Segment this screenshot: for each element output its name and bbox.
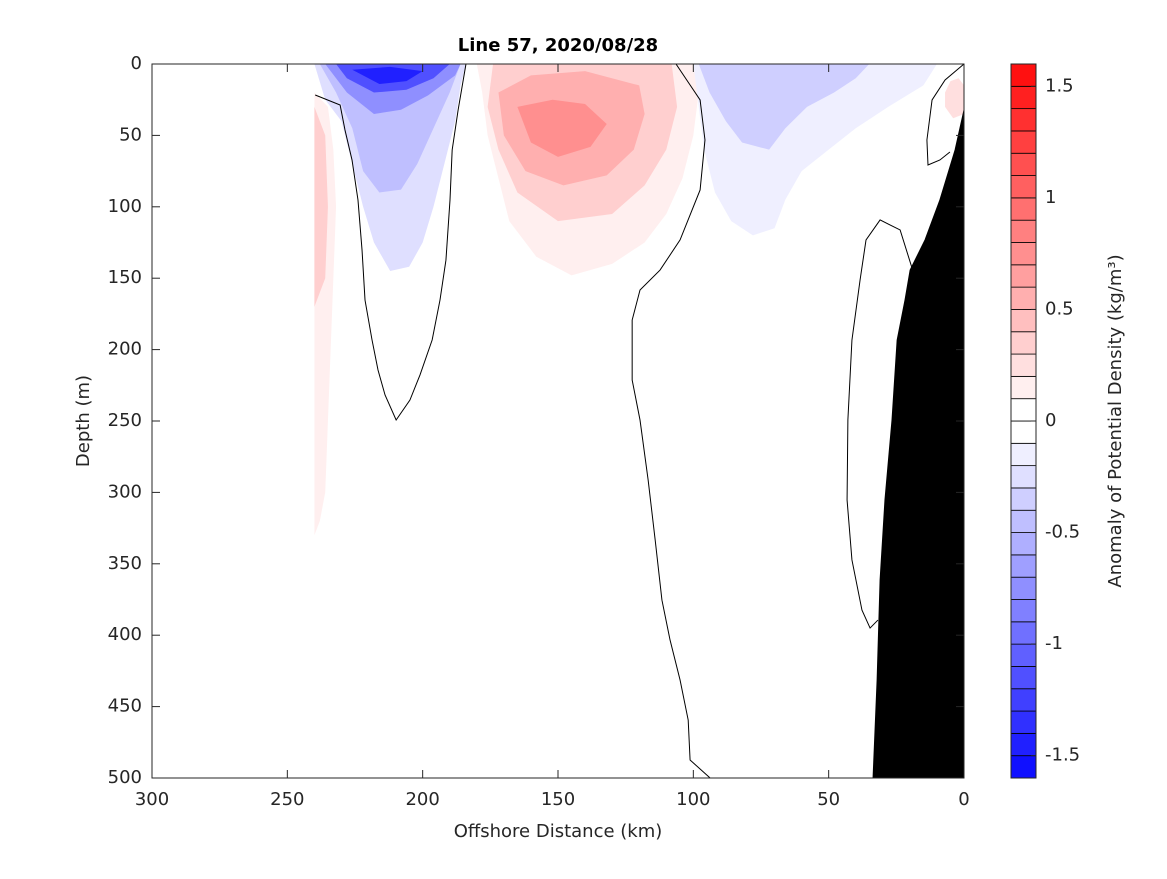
colorbar-band — [1010, 487, 1037, 511]
y-axis-label: Depth (m) — [73, 375, 94, 467]
colorbar-band — [1010, 152, 1037, 176]
colorbar-tick-label: -0.5 — [1045, 522, 1080, 543]
colorbar-band — [1010, 666, 1037, 690]
colorbar-band — [1010, 465, 1037, 489]
colorbar-label: Anomaly of Potential Density (kg/m³) — [1105, 254, 1126, 587]
colorbar-band — [1010, 309, 1037, 333]
colorbar-tick-label: -1 — [1045, 633, 1063, 654]
colorbar-band — [1010, 286, 1037, 310]
y-tick-label: 250 — [108, 410, 142, 431]
colorbar-band — [1010, 331, 1037, 355]
x-tick-label: 300 — [135, 789, 169, 810]
y-tick-label: 500 — [108, 767, 142, 788]
colorbar-band — [1010, 264, 1037, 288]
x-axis-label: Offshore Distance (km) — [454, 821, 663, 842]
colorbar-tick-label: 1.5 — [1045, 75, 1074, 96]
colorbar-band — [1010, 532, 1037, 556]
y-tick-label: 200 — [108, 339, 142, 360]
colorbar-tick-label: 1 — [1045, 187, 1056, 208]
colorbar-band — [1010, 420, 1037, 444]
y-tick-label: 300 — [108, 481, 142, 502]
y-tick-label: 400 — [108, 624, 142, 645]
y-tick-label: 50 — [119, 124, 142, 145]
contour-region — [698, 64, 870, 150]
y-tick-label: 0 — [131, 53, 142, 74]
colorbar-band — [1010, 732, 1037, 757]
colorbar-tick-label: -1.5 — [1045, 745, 1080, 766]
contour-line — [631, 64, 711, 778]
y-tick-label: 100 — [108, 196, 142, 217]
colorbar-band — [1010, 108, 1037, 132]
colorbar-band — [1010, 242, 1037, 266]
x-tick-label: 200 — [405, 789, 439, 810]
axes: 300 250 200 150 100 50 00501001502002503003504… — [108, 53, 1080, 810]
contour-region — [314, 106, 328, 307]
colorbar-band — [1010, 175, 1037, 199]
contour-region — [517, 99, 607, 157]
contour-line — [315, 64, 467, 422]
contour-region — [945, 78, 964, 119]
colorbar-band — [1010, 130, 1037, 154]
contour-line — [926, 64, 964, 166]
colorbar-band — [1010, 85, 1037, 110]
x-tick-label: 150 — [541, 789, 575, 810]
colorbar-band — [1010, 710, 1037, 734]
colorbar-band — [1010, 643, 1037, 667]
colorbar-band — [1010, 554, 1037, 578]
colorbar-band — [1010, 576, 1037, 600]
colorbar-band — [1010, 353, 1037, 377]
colorbar-band — [1010, 621, 1037, 645]
colorbar-tick-label: 0 — [1045, 410, 1056, 431]
colorbar-band — [1010, 442, 1037, 467]
colorbar-band — [1010, 219, 1037, 243]
y-tick-label: 150 — [108, 267, 142, 288]
bathymetry — [872, 109, 964, 778]
x-tick-label: 100 — [676, 789, 710, 810]
contour-region — [352, 66, 423, 84]
colorbar-band — [1010, 688, 1037, 712]
colorbar-band — [1010, 63, 1037, 87]
y-tick-label: 450 — [108, 696, 142, 717]
colorbar-band — [1010, 197, 1037, 221]
y-tick-label: 350 — [108, 553, 142, 574]
colorbar-tick-label: 0.5 — [1045, 298, 1074, 319]
x-tick-label: 0 — [958, 789, 969, 810]
chart-title: Line 57, 2020/08/28 — [458, 35, 658, 56]
colorbar-band — [1010, 509, 1037, 533]
contour-line — [846, 219, 913, 629]
x-tick-label: 250 — [270, 789, 304, 810]
x-tick-label: 50 — [817, 789, 840, 810]
colorbar-band — [1010, 375, 1037, 400]
colorbar-band — [1010, 398, 1037, 422]
colorbar-band — [1010, 755, 1037, 779]
plot-area — [314, 64, 964, 778]
colorbar-band — [1010, 599, 1037, 623]
